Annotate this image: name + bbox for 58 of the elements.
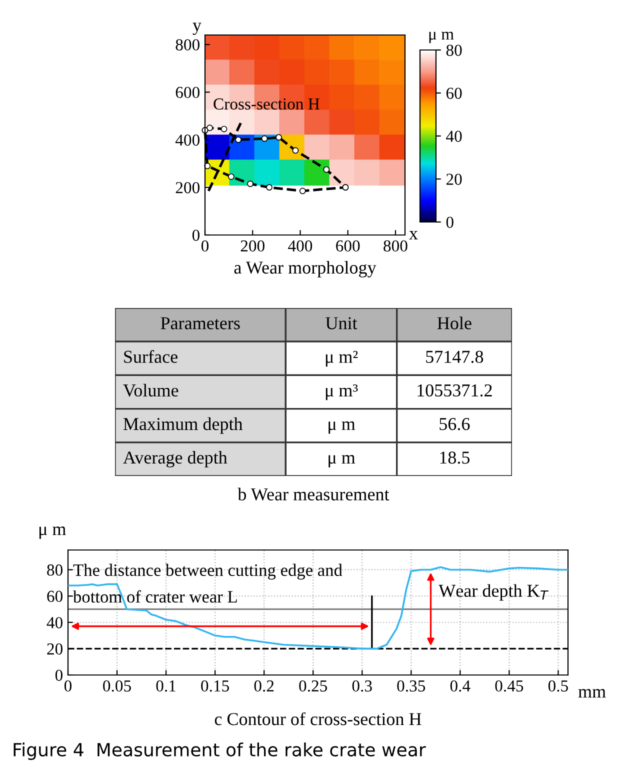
- category-label: Average depth: [123, 450, 228, 468]
- category-label: Unit: [326, 317, 358, 330]
- text: 18.5: [440, 452, 470, 464]
- annotation: The distance between cutting edge and bottom of crater wear L: [73, 564, 342, 603]
- x-tick-label: 0.5: [548, 680, 568, 692]
- x-tick-label: 0.1: [156, 680, 176, 692]
- y-tick-label: 200: [176, 182, 200, 194]
- y-tick-label: 40: [46, 617, 63, 628]
- color-bar-label: 20: [446, 174, 462, 185]
- x-tick-label: 0.45: [495, 680, 524, 692]
- y-axis-title: y: [192, 22, 202, 35]
- text: c Contour of cross-section H: [214, 712, 422, 726]
- category-label: Hole: [437, 316, 472, 330]
- y-tick-label: 60: [47, 590, 63, 602]
- text: 56.6: [440, 418, 470, 430]
- color-bar-label: 80: [446, 44, 462, 56]
- x-tick-label: 400: [288, 240, 312, 252]
- x-tick-label: 0.15: [201, 680, 229, 692]
- x-tick-label: 600: [336, 240, 360, 252]
- x-tick-label: 200: [240, 240, 264, 252]
- x-tick-label: 0: [64, 680, 72, 692]
- text: μ m: [328, 455, 356, 468]
- y-tick-label: 400: [175, 134, 200, 146]
- text: μ m: [328, 421, 356, 434]
- category-label: Maximum depth: [123, 417, 243, 434]
- x-tick-label: 0.35: [397, 680, 426, 692]
- x-tick-label: 0.3: [352, 680, 372, 692]
- y-tick-label: 0: [55, 670, 63, 681]
- x-tick-label: 0.2: [254, 680, 274, 692]
- x-axis-title: x: [409, 231, 418, 240]
- category-label: Parameters: [160, 317, 240, 330]
- x-tick-label: 0.25: [299, 680, 328, 692]
- category-label: Surface: [124, 350, 178, 363]
- x-tick-label: 0.4: [450, 680, 470, 692]
- x-tick-label: 800: [384, 240, 408, 252]
- y-axis-title: μ m: [39, 526, 66, 539]
- text: 57147.8: [426, 350, 484, 363]
- text: μ m³: [326, 384, 358, 400]
- color-bar-title: μ m: [429, 32, 454, 44]
- y-tick-label: 800: [176, 39, 200, 50]
- caption: Figure 4 Measurement of the rake crate wear: [14, 742, 426, 760]
- text: a Wear morphology: [234, 261, 376, 278]
- y-tick-label: 600: [176, 86, 200, 98]
- y-tick-label: 80: [47, 564, 63, 576]
- y-tick-label: 0: [192, 230, 200, 241]
- x-axis-title: mm: [578, 689, 606, 698]
- annotation: Cross-section H: [214, 98, 320, 110]
- category-label: Volume: [123, 384, 178, 397]
- color-bar-label: 60: [446, 88, 462, 99]
- text: b Wear measurement: [238, 488, 390, 501]
- x-tick-label: 0.05: [103, 680, 131, 692]
- annotation: Wear depth K$_{T}$: [438, 584, 549, 601]
- text: 1055371.2: [418, 384, 492, 397]
- color-bar-label: 40: [446, 130, 462, 142]
- text: μ m²: [326, 350, 358, 367]
- color-bar-label: 0: [446, 216, 454, 228]
- y-tick-label: 20: [47, 643, 63, 655]
- x-tick-label: 0: [201, 240, 209, 252]
